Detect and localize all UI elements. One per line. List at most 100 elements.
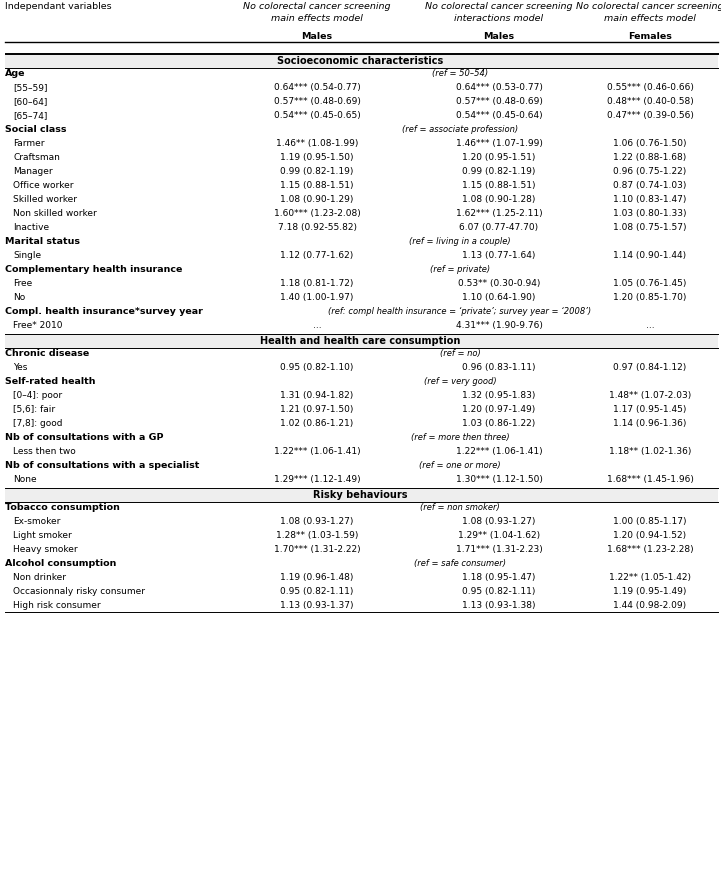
Text: 1.03 (0.80-1.33): 1.03 (0.80-1.33) xyxy=(614,209,686,218)
Text: 0.95 (0.82-1.11): 0.95 (0.82-1.11) xyxy=(462,587,536,596)
Text: Non drinker: Non drinker xyxy=(13,573,66,582)
Text: 0.57*** (0.48-0.69): 0.57*** (0.48-0.69) xyxy=(273,97,360,106)
Text: Complementary health insurance: Complementary health insurance xyxy=(5,265,182,274)
Text: Heavy smoker: Heavy smoker xyxy=(13,545,78,554)
Text: Socioeconomic characteristics: Socioeconomic characteristics xyxy=(277,56,443,66)
Text: 4.31*** (1.90-9.76): 4.31*** (1.90-9.76) xyxy=(456,321,542,330)
Text: 0.95 (0.82-1.11): 0.95 (0.82-1.11) xyxy=(280,587,354,596)
Text: [5,6]: fair: [5,6]: fair xyxy=(13,405,55,414)
Text: 1.40 (1.00-1.97): 1.40 (1.00-1.97) xyxy=(280,293,354,302)
Text: 1.12 (0.77-1.62): 1.12 (0.77-1.62) xyxy=(280,251,353,260)
Bar xyxy=(5,54,718,68)
Text: (ref = associate profession): (ref = associate profession) xyxy=(402,125,518,134)
Text: [7,8]: good: [7,8]: good xyxy=(13,419,63,428)
Text: Light smoker: Light smoker xyxy=(13,531,72,540)
Text: Social class: Social class xyxy=(5,125,66,134)
Text: 0.54*** (0.45-0.65): 0.54*** (0.45-0.65) xyxy=(274,111,360,120)
Text: 1.14 (0.96-1.36): 1.14 (0.96-1.36) xyxy=(614,419,686,428)
Text: 1.13 (0.77-1.64): 1.13 (0.77-1.64) xyxy=(462,251,536,260)
Text: Alcohol consumption: Alcohol consumption xyxy=(5,559,116,568)
Text: 0.54*** (0.45-0.64): 0.54*** (0.45-0.64) xyxy=(456,111,542,120)
Text: Free* 2010: Free* 2010 xyxy=(13,321,63,330)
Text: 1.28** (1.03-1.59): 1.28** (1.03-1.59) xyxy=(276,531,358,540)
Text: 0.48*** (0.40-0.58): 0.48*** (0.40-0.58) xyxy=(606,97,694,106)
Text: Free: Free xyxy=(13,279,32,288)
Text: 1.10 (0.64-1.90): 1.10 (0.64-1.90) xyxy=(462,293,536,302)
Text: 0.57*** (0.48-0.69): 0.57*** (0.48-0.69) xyxy=(456,97,542,106)
Text: 1.06 (0.76-1.50): 1.06 (0.76-1.50) xyxy=(614,139,686,148)
Text: 0.64*** (0.53-0.77): 0.64*** (0.53-0.77) xyxy=(456,83,542,92)
Text: 1.22 (0.88-1.68): 1.22 (0.88-1.68) xyxy=(614,153,686,162)
Text: Ex-smoker: Ex-smoker xyxy=(13,517,61,526)
Text: 1.03 (0.86-1.22): 1.03 (0.86-1.22) xyxy=(462,419,536,428)
Text: Self-rated health: Self-rated health xyxy=(5,377,95,386)
Text: 1.18 (0.95-1.47): 1.18 (0.95-1.47) xyxy=(462,573,536,582)
Text: 1.46** (1.08-1.99): 1.46** (1.08-1.99) xyxy=(276,139,358,148)
Text: 0.97 (0.84-1.12): 0.97 (0.84-1.12) xyxy=(614,363,686,372)
Text: None: None xyxy=(13,475,37,484)
Text: 1.17 (0.95-1.45): 1.17 (0.95-1.45) xyxy=(614,405,686,414)
Text: (ref: compl health insurance = ‘private’; survey year = ‘2008’): (ref: compl health insurance = ‘private’… xyxy=(329,307,591,316)
Text: 1.18 (0.81-1.72): 1.18 (0.81-1.72) xyxy=(280,279,354,288)
Text: 0.64*** (0.54-0.77): 0.64*** (0.54-0.77) xyxy=(274,83,360,92)
Text: 1.20 (0.95-1.51): 1.20 (0.95-1.51) xyxy=(462,153,536,162)
Text: Single: Single xyxy=(13,251,41,260)
Text: (ref = one or more): (ref = one or more) xyxy=(419,461,501,470)
Text: 0.53** (0.30-0.94): 0.53** (0.30-0.94) xyxy=(458,279,540,288)
Text: Non skilled worker: Non skilled worker xyxy=(13,209,97,218)
Text: No colorectal cancer screening
main effects model: No colorectal cancer screening main effe… xyxy=(243,2,391,23)
Text: 1.44 (0.98-2.09): 1.44 (0.98-2.09) xyxy=(614,601,686,610)
Text: [65–74]: [65–74] xyxy=(13,111,48,120)
Bar xyxy=(5,334,718,348)
Text: 1.22*** (1.06-1.41): 1.22*** (1.06-1.41) xyxy=(274,447,360,456)
Text: 1.13 (0.93-1.37): 1.13 (0.93-1.37) xyxy=(280,601,354,610)
Text: 1.70*** (1.31-2.22): 1.70*** (1.31-2.22) xyxy=(274,545,360,554)
Text: (ref = safe consumer): (ref = safe consumer) xyxy=(414,559,506,568)
Text: Skilled worker: Skilled worker xyxy=(13,195,77,204)
Text: 1.19 (0.95-1.50): 1.19 (0.95-1.50) xyxy=(280,153,354,162)
Text: 1.20 (0.97-1.49): 1.20 (0.97-1.49) xyxy=(462,405,536,414)
Text: Yes: Yes xyxy=(13,363,27,372)
Text: No: No xyxy=(13,293,25,302)
Text: 1.10 (0.83-1.47): 1.10 (0.83-1.47) xyxy=(614,195,686,204)
Text: Office worker: Office worker xyxy=(13,181,74,190)
Text: Tobacco consumption: Tobacco consumption xyxy=(5,503,120,512)
Text: 1.18** (1.02-1.36): 1.18** (1.02-1.36) xyxy=(609,447,691,456)
Text: ...: ... xyxy=(313,321,322,330)
Text: Craftsman: Craftsman xyxy=(13,153,60,162)
Text: 1.19 (0.95-1.49): 1.19 (0.95-1.49) xyxy=(614,587,686,596)
Text: Less then two: Less then two xyxy=(13,447,76,456)
Text: 1.08 (0.93-1.27): 1.08 (0.93-1.27) xyxy=(280,517,354,526)
Text: 1.02 (0.86-1.21): 1.02 (0.86-1.21) xyxy=(280,419,353,428)
Text: 1.13 (0.93-1.38): 1.13 (0.93-1.38) xyxy=(462,601,536,610)
Text: 1.22** (1.05-1.42): 1.22** (1.05-1.42) xyxy=(609,573,691,582)
Text: 1.68*** (1.23-2.28): 1.68*** (1.23-2.28) xyxy=(606,545,694,554)
Text: Inactive: Inactive xyxy=(13,223,49,232)
Text: ...: ... xyxy=(646,321,655,330)
Text: Independant variables: Independant variables xyxy=(5,2,112,11)
Text: 1.08 (0.90-1.28): 1.08 (0.90-1.28) xyxy=(462,195,536,204)
Text: 1.05 (0.76-1.45): 1.05 (0.76-1.45) xyxy=(614,279,686,288)
Text: 1.14 (0.90-1.44): 1.14 (0.90-1.44) xyxy=(614,251,686,260)
Text: 1.46*** (1.07-1.99): 1.46*** (1.07-1.99) xyxy=(456,139,542,148)
Text: Risky behaviours: Risky behaviours xyxy=(313,490,407,500)
Text: 1.62*** (1.25-2.11): 1.62*** (1.25-2.11) xyxy=(456,209,542,218)
Text: 0.47*** (0.39-0.56): 0.47*** (0.39-0.56) xyxy=(606,111,694,120)
Text: (ref = living in a couple): (ref = living in a couple) xyxy=(410,237,510,246)
Text: 1.15 (0.88-1.51): 1.15 (0.88-1.51) xyxy=(462,181,536,190)
Text: (ref = more then three): (ref = more then three) xyxy=(411,433,509,442)
Text: 1.30*** (1.12-1.50): 1.30*** (1.12-1.50) xyxy=(456,475,542,484)
Text: [55–59]: [55–59] xyxy=(13,83,48,92)
Text: 1.21 (0.97-1.50): 1.21 (0.97-1.50) xyxy=(280,405,354,414)
Text: 7.18 (0.92-55.82): 7.18 (0.92-55.82) xyxy=(278,223,356,232)
Text: Occasionnaly risky consumer: Occasionnaly risky consumer xyxy=(13,587,145,596)
Text: Nb of consultations with a GP: Nb of consultations with a GP xyxy=(5,433,164,442)
Text: (ref = very good): (ref = very good) xyxy=(424,377,496,386)
Text: 1.29*** (1.12-1.49): 1.29*** (1.12-1.49) xyxy=(274,475,360,484)
Text: 0.87 (0.74-1.03): 0.87 (0.74-1.03) xyxy=(614,181,686,190)
Text: Age: Age xyxy=(5,69,25,78)
Text: No colorectal cancer screening
interactions model: No colorectal cancer screening interacti… xyxy=(425,2,572,23)
Text: 1.32 (0.95-1.83): 1.32 (0.95-1.83) xyxy=(462,391,536,400)
Text: Males: Males xyxy=(484,32,515,41)
Text: Farmer: Farmer xyxy=(13,139,45,148)
